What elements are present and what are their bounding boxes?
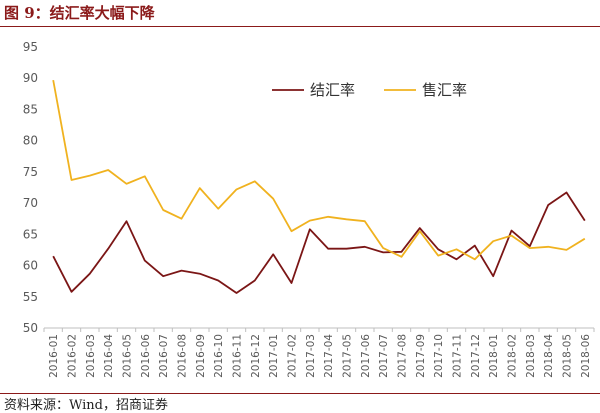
x-tick-label: 2018-06 [580, 334, 592, 378]
x-tick-label: 2018-04 [543, 334, 555, 378]
x-tick-label: 2017-01 [268, 334, 280, 378]
x-tick-label: 2017-11 [452, 334, 464, 378]
x-tick-label: 2018-05 [562, 334, 574, 378]
legend-label-2: 售汇率 [422, 81, 467, 99]
x-tick-label: 2017-06 [360, 334, 372, 378]
x-tick-label: 2016-05 [122, 334, 134, 378]
x-tick-label: 2017-02 [287, 334, 299, 378]
x-tick-label: 2018-03 [525, 334, 537, 378]
x-tick-label: 2018-01 [488, 334, 500, 378]
x-tick-label: 2016-06 [140, 334, 152, 378]
x-tick-label: 2017-04 [323, 334, 335, 378]
y-tick-label: 85 [23, 102, 38, 116]
y-tick-label: 70 [23, 196, 38, 210]
x-tick-label: 2016-08 [177, 334, 189, 378]
y-tick-label: 65 [23, 227, 38, 241]
title-divider [0, 26, 600, 27]
x-tick-label: 2016-04 [103, 334, 115, 378]
y-axis: 50 55 60 65 70 75 80 85 90 95 [23, 40, 38, 335]
y-tick-label: 55 [23, 290, 38, 304]
x-tick-label: 2017-09 [415, 334, 427, 378]
y-tick-label: 75 [23, 165, 38, 179]
x-tick-label: 2017-12 [470, 334, 482, 378]
x-tick-label: 2016-03 [85, 334, 97, 378]
x-tick-label: 2016-10 [213, 334, 225, 378]
x-axis: 2016-01 2016-02 2016-03 2016-04 2016-05 2016-… [43, 327, 595, 378]
x-tick-label: 2016-12 [250, 334, 262, 378]
x-tick-label: 2017-05 [342, 334, 354, 378]
x-tick-label: 2016-11 [232, 334, 244, 378]
x-tick-label: 2017-08 [397, 334, 409, 378]
x-tick-label: 2016-09 [195, 334, 207, 378]
x-tick-label: 2018-02 [507, 334, 519, 378]
legend-label-1: 结汇率 [310, 81, 355, 99]
x-tick-label: 2017-10 [433, 334, 445, 378]
footer-divider [0, 393, 600, 394]
x-tick-label: 2017-07 [378, 334, 390, 378]
x-tick-label: 2016-01 [48, 334, 60, 378]
figure-title: 图 9：结汇率大幅下降 [4, 4, 155, 22]
source-note: 资料来源：Wind，招商证券 [4, 398, 168, 413]
y-tick-label: 90 [23, 71, 38, 85]
x-tick-label: 2016-07 [158, 334, 170, 378]
x-tick-label: 2017-03 [305, 334, 317, 378]
series-layer [52, 79, 586, 294]
y-tick-label: 60 [23, 259, 38, 273]
x-tick-label: 2016-02 [67, 334, 79, 378]
y-tick-label: 50 [23, 321, 38, 335]
y-tick-label: 95 [23, 40, 38, 54]
series-line-2 [52, 79, 586, 261]
series-line-1 [52, 191, 586, 294]
y-tick-label: 80 [23, 134, 38, 148]
legend: 结汇率 售汇率 [272, 81, 467, 99]
